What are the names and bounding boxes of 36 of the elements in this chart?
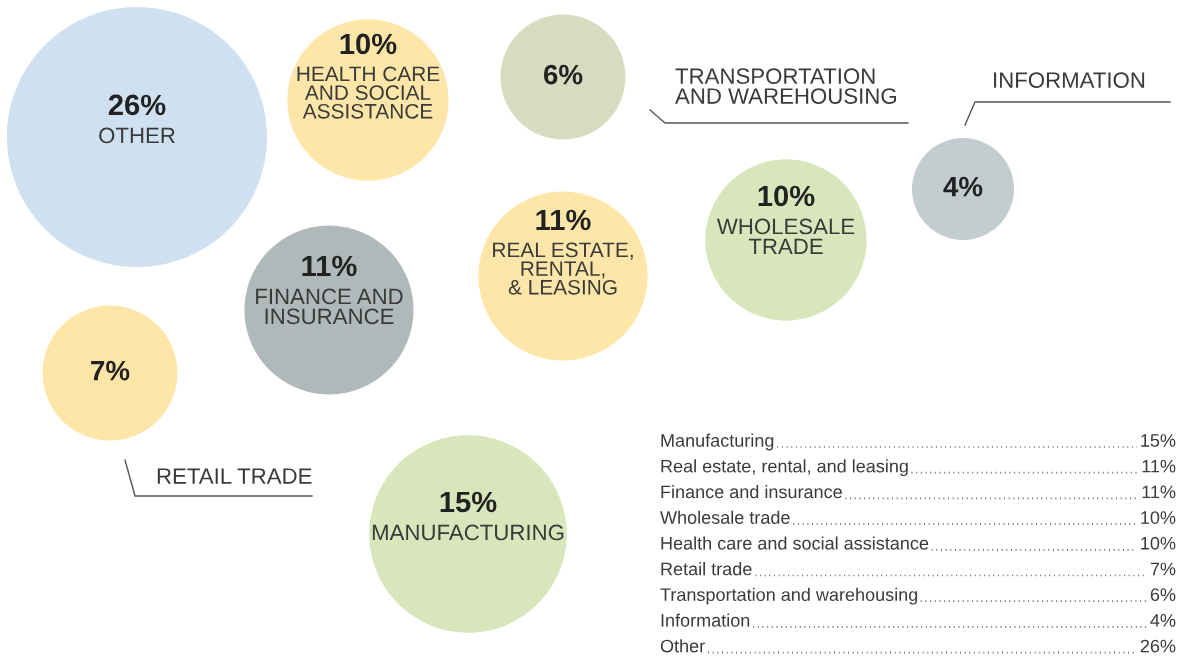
text: Health care and social assistance <box>661 536 929 550</box>
text: Wholesale trade <box>660 510 790 524</box>
text: Finance and insurance <box>661 484 842 499</box>
data-label: 7% <box>91 360 130 381</box>
text: 11% <box>1142 459 1176 473</box>
category-label: WHOLESALE TRADE <box>716 218 855 255</box>
text: 26% <box>1140 639 1176 653</box>
text: 10% <box>1141 536 1176 550</box>
data-label: 10% <box>340 33 397 55</box>
category-label: RETAIL TRADE <box>157 468 312 484</box>
text: Transportation and warehousing <box>660 587 918 605</box>
category-label: TRANSPORTATION AND WAREHOUSING <box>675 68 896 104</box>
category-label: MANUFACTURING <box>372 524 564 541</box>
category-label: OTHER <box>99 127 175 144</box>
text: Retail trade <box>661 562 752 576</box>
data-label: 4% <box>943 176 983 197</box>
category-label: INFORMATION <box>994 72 1145 88</box>
text: 4% <box>1150 614 1176 627</box>
data-label: 11% <box>536 209 591 231</box>
data-label: 15% <box>440 491 497 513</box>
text: Manufacturing <box>661 433 774 451</box>
text: 11% <box>1142 485 1176 499</box>
text: Information <box>661 613 750 627</box>
data-label: 6% <box>543 64 583 85</box>
text: 6% <box>1150 588 1176 602</box>
data-label: 10% <box>758 185 815 207</box>
text: 15% <box>1141 434 1176 447</box>
category-label: FINANCE AND INSURANCE <box>256 288 403 325</box>
category-label: HEALTH CARE AND SOCIAL ASSISTANCE <box>297 66 440 119</box>
category-label: REAL ESTATE, RENTAL, & LEASING <box>493 242 633 295</box>
text: 7% <box>1150 562 1176 576</box>
data-label: 26% <box>108 94 166 116</box>
text: 10% <box>1141 511 1176 524</box>
text: Other <box>660 639 705 653</box>
data-label: 11% <box>302 255 357 277</box>
text: Real estate, rental, and leasing <box>661 459 908 477</box>
